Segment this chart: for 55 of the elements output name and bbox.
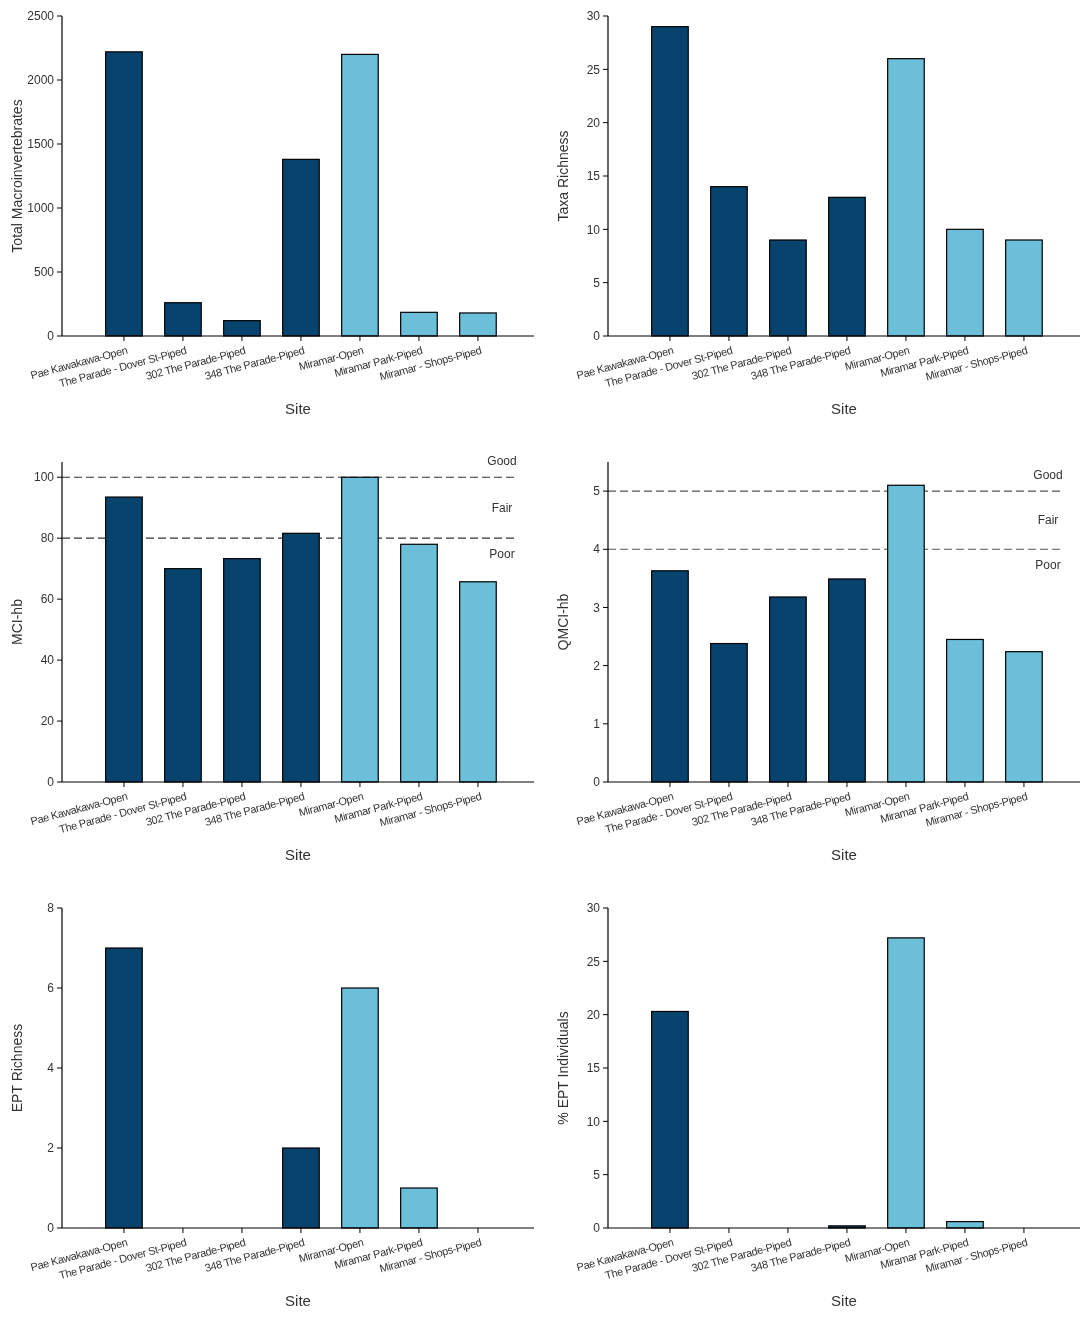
y-tick-label: 3 <box>593 600 601 615</box>
annotation: Poor <box>1035 558 1061 573</box>
y-tick-label: 0 <box>47 1221 55 1236</box>
annotation: Poor <box>489 547 515 562</box>
y-tick-label: 0 <box>47 775 55 790</box>
x-axis-title: Site <box>285 400 311 417</box>
annotation: Fair <box>491 500 513 515</box>
y-tick-label: 10 <box>586 1114 601 1129</box>
y-tick-label: 20 <box>586 115 601 130</box>
y-tick-label: 0 <box>47 329 55 344</box>
y-tick-label: 6 <box>47 981 55 996</box>
x-axis-title: Site <box>831 846 857 863</box>
y-tick-label: 2500 <box>27 9 55 24</box>
y-tick-label: 2000 <box>27 73 55 88</box>
y-tick-label: 20 <box>586 1007 601 1022</box>
y-axis-title: EPT Richness <box>9 1023 25 1113</box>
y-tick-label: 10 <box>586 222 601 237</box>
y-tick-label: 2 <box>593 658 601 673</box>
y-tick-label: 4 <box>47 1061 55 1076</box>
y-tick-label: 40 <box>40 653 55 668</box>
y-tick-label: 25 <box>586 954 601 969</box>
x-axis-title: Site <box>831 400 857 417</box>
y-tick-label: 5 <box>593 484 601 499</box>
y-tick-label: 4 <box>593 542 601 557</box>
y-axis-title: % EPT Individuals <box>555 1011 571 1125</box>
y-tick-label: 2 <box>47 1141 55 1156</box>
y-tick-label: 1000 <box>27 201 55 216</box>
y-tick-label: 30 <box>586 9 601 24</box>
annotation: Good <box>1033 468 1063 483</box>
y-axis-title: QMCI-hb <box>555 593 571 651</box>
y-tick-label: 0 <box>593 329 601 344</box>
y-tick-label: 500 <box>33 265 55 280</box>
y-axis-title: Taxa Richness <box>555 130 571 222</box>
y-tick-label: 0 <box>593 1221 601 1236</box>
y-tick-label: 25 <box>586 62 601 77</box>
y-axis-title: MCI-hb <box>9 598 25 645</box>
x-axis-title: Site <box>285 846 311 863</box>
y-tick-label: 0 <box>593 775 601 790</box>
y-tick-label: 5 <box>593 1167 601 1182</box>
annotation: Good <box>487 454 517 469</box>
y-tick-label: 30 <box>586 901 601 916</box>
y-tick-label: 80 <box>40 531 55 546</box>
y-tick-label: 20 <box>40 714 55 729</box>
y-tick-label: 15 <box>586 169 601 184</box>
annotation: Fair <box>1037 513 1059 528</box>
y-tick-label: 8 <box>47 901 55 916</box>
y-tick-label: 1 <box>593 717 601 732</box>
x-axis-title: Site <box>831 1292 857 1309</box>
y-tick-label: 100 <box>33 470 55 485</box>
x-axis-title: Site <box>285 1292 311 1309</box>
y-tick-label: 5 <box>593 275 601 290</box>
y-axis-title: Total Macroinvertebrates <box>9 99 25 253</box>
y-tick-label: 1500 <box>27 137 55 152</box>
y-tick-label: 15 <box>586 1061 601 1076</box>
y-tick-label: 60 <box>40 592 55 607</box>
